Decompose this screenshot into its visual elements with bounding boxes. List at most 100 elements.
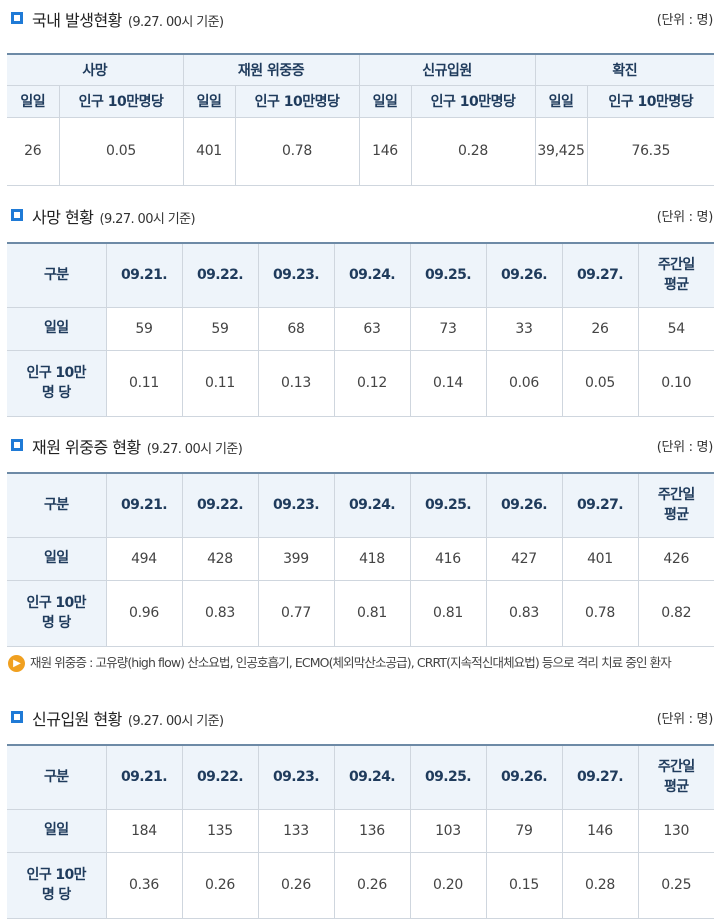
cell-value: 184 (105, 808, 183, 853)
unit-label: (단위 : 명) (656, 440, 714, 455)
cell-value: 39,425 (534, 116, 588, 186)
cell-value: 68 (257, 306, 335, 351)
header-date: 09.23. (257, 242, 335, 308)
header-category: 구분 (7, 472, 107, 538)
group-header: 신규입원 (358, 53, 536, 86)
domestic-summary-table: 사망 재원 위중증 신규입원 확진 일일 인구 10만명당 일일 인구 10만명… (7, 53, 715, 186)
header-date: 09.27. (561, 242, 639, 308)
cell-value: 146 (358, 116, 412, 186)
cell-value: 0.81 (409, 579, 487, 647)
section-title: 사망 현황 (9.27. 00시 기준) (32, 208, 196, 227)
speaker-icon: ▶ (8, 655, 25, 672)
section-header-deaths: 사망 현황 (9.27. 00시 기준) (단위 : 명) (8, 203, 713, 227)
cell-value: 59 (105, 306, 183, 351)
cell-value: 0.06 (485, 349, 563, 417)
table-row: 인구 10만 명 당 0.36 0.26 0.26 0.26 0.20 0.15 0.28 0.… (7, 851, 714, 919)
header-date: 09.27. (561, 744, 639, 810)
table-row: 일일 59 59 68 63 73 33 26 54 (7, 306, 714, 351)
cell-value: 428 (181, 536, 259, 581)
cell-value: 54 (637, 306, 714, 351)
row-label: 일일 (7, 808, 107, 853)
header-date: 09.22. (181, 242, 259, 308)
admissions-weekly-table: 구분 09.21. 09.22. 09.23. 09.24. 09.25. 09.26. 09… (7, 744, 714, 919)
cell-value: 59 (181, 306, 259, 351)
header-date: 09.26. (485, 744, 563, 810)
subheader: 인구 10만명당 (58, 84, 184, 118)
cell-value: 146 (561, 808, 639, 853)
section-header-critical: 재원 위중증 현황 (9.27. 00시 기준) (단위 : 명) (8, 433, 713, 457)
unit-label: (단위 : 명) (656, 13, 714, 28)
cell-value: 26 (561, 306, 639, 351)
cell-value: 135 (181, 808, 259, 853)
row-label: 인구 10만 명 당 (7, 851, 107, 919)
cell-value: 0.28 (561, 851, 639, 919)
footnote: ▶ 재원 위중증 : 고유량(high flow) 산소요법, 인공호흡기, E… (8, 655, 708, 672)
square-bullet-icon (11, 711, 23, 723)
header-date: 09.21. (105, 242, 183, 308)
cell-value: 0.25 (637, 851, 714, 919)
cell-value: 401 (561, 536, 639, 581)
header-weekly-avg: 주간일 평균 (637, 242, 714, 308)
header-weekly-avg: 주간일 평균 (637, 472, 714, 538)
cell-value: 0.13 (257, 349, 335, 417)
header-date: 09.24. (333, 744, 411, 810)
cell-value: 0.26 (181, 851, 259, 919)
cell-value: 418 (333, 536, 411, 581)
cell-value: 427 (485, 536, 563, 581)
cell-value: 26 (7, 116, 60, 186)
row-label: 일일 (7, 306, 107, 351)
subheader: 일일 (358, 84, 412, 118)
cell-value: 426 (637, 536, 714, 581)
cell-value: 0.26 (257, 851, 335, 919)
table-row: 인구 10만 명 당 0.96 0.83 0.77 0.81 0.81 0.83 0.78 0.… (7, 579, 714, 647)
header-date: 09.23. (257, 472, 335, 538)
cell-value: 136 (333, 808, 411, 853)
header-date: 09.23. (257, 744, 335, 810)
cell-value: 416 (409, 536, 487, 581)
cell-value: 0.20 (409, 851, 487, 919)
table-row: 일일 184 135 133 136 103 79 146 130 (7, 808, 714, 853)
header-date: 09.25. (409, 242, 487, 308)
row-label: 인구 10만 명 당 (7, 349, 107, 417)
cell-value: 0.11 (105, 349, 183, 417)
cell-value: 0.83 (181, 579, 259, 647)
critical-weekly-table: 구분 09.21. 09.22. 09.23. 09.24. 09.25. 09.26. 09… (7, 472, 714, 647)
subheader: 일일 (182, 84, 236, 118)
group-header: 재원 위중증 (182, 53, 360, 86)
unit-label: (단위 : 명) (656, 210, 714, 225)
header-date: 09.25. (409, 472, 487, 538)
cell-value: 494 (105, 536, 183, 581)
subheader: 일일 (534, 84, 588, 118)
header-category: 구분 (7, 242, 107, 308)
section-title: 재원 위중증 현황 (9.27. 00시 기준) (32, 438, 243, 457)
cell-value: 0.26 (333, 851, 411, 919)
header-date: 09.24. (333, 472, 411, 538)
header-date: 09.26. (485, 242, 563, 308)
header-date: 09.21. (105, 744, 183, 810)
cell-value: 63 (333, 306, 411, 351)
cell-value: 0.81 (333, 579, 411, 647)
cell-value: 79 (485, 808, 563, 853)
header-date: 09.26. (485, 472, 563, 538)
group-header: 확진 (534, 53, 715, 86)
cell-value: 0.78 (561, 579, 639, 647)
cell-value: 0.96 (105, 579, 183, 647)
cell-value: 0.78 (234, 116, 360, 186)
header-date: 09.22. (181, 744, 259, 810)
header-weekly-avg: 주간일 평균 (637, 744, 714, 810)
square-bullet-icon (11, 439, 23, 451)
section-header-admissions: 신규입원 현황 (9.27. 00시 기준) (단위 : 명) (8, 705, 713, 729)
subheader: 인구 10만명당 (410, 84, 536, 118)
cell-value: 76.35 (586, 116, 715, 186)
cell-value: 0.77 (257, 579, 335, 647)
section-title: 신규입원 현황 (9.27. 00시 기준) (32, 710, 224, 729)
cell-value: 130 (637, 808, 714, 853)
square-bullet-icon (11, 209, 23, 221)
unit-label: (단위 : 명) (656, 712, 714, 727)
cell-value: 0.14 (409, 349, 487, 417)
section-title: 국내 발생현황 (9.27. 00시 기준) (32, 11, 224, 30)
cell-value: 33 (485, 306, 563, 351)
cell-value: 0.05 (561, 349, 639, 417)
footnote-text: 재원 위중증 : 고유량(high flow) 산소요법, 인공호흡기, ECM… (30, 655, 672, 670)
subheader: 인구 10만명당 (234, 84, 360, 118)
